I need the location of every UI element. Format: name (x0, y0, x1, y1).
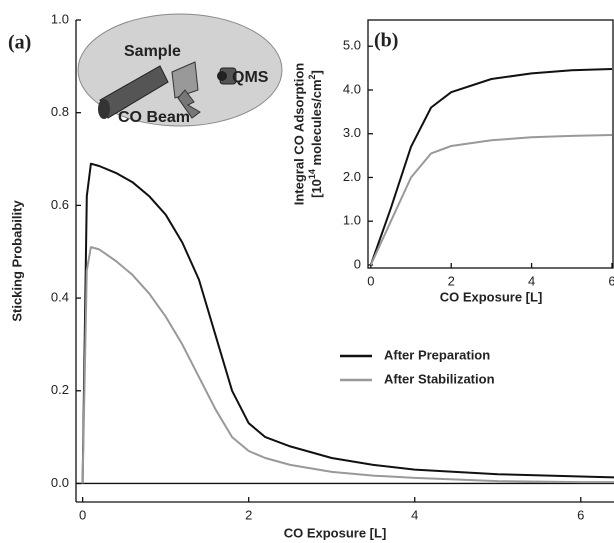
x-tick-label: 4 (411, 507, 418, 522)
annotation: Sample (124, 43, 181, 60)
x-tick-label: 4 (528, 273, 535, 288)
x-axis-title: CO Exposure [L] (284, 525, 387, 540)
annotation: CO Beam (118, 109, 190, 126)
y-tick-label: 1.0 (343, 213, 361, 228)
x-tick-label: 0 (79, 507, 86, 522)
y-axis-title: Integral CO Adsorption (291, 63, 306, 206)
panel-label: (a) (8, 32, 31, 54)
annotation: QMS (232, 69, 269, 86)
x-tick-label: 6 (577, 507, 584, 522)
y-axis-title: Sticking Probability (9, 200, 24, 322)
panel: 0.0 0.2 0.4 0.6 0.8 1.0 0 2 4 6 CO Exposure [L] Sti… (8, 11, 614, 540)
y-tick-label: 4.0 (343, 81, 361, 96)
y-axis-units-part: ] (309, 70, 324, 74)
y-tick-label: 0.4 (51, 290, 69, 305)
y-tick-label: 2.0 (343, 169, 361, 184)
data-line (81, 246, 614, 484)
schematic (77, 13, 283, 127)
y-tick-label: 0.8 (51, 104, 69, 119)
y-tick-label: 0.6 (51, 197, 69, 212)
y-axis-units-part: 14 (307, 169, 317, 179)
data-line (81, 162, 614, 484)
y-tick-label: 0.0 (51, 475, 69, 490)
panel: 0 1.0 2.0 3.0 4.0 5.0 0 2 4 6 CO Exposure [L] Integ… (291, 19, 614, 304)
y-tick-label: 3.0 (343, 125, 361, 140)
x-tick-label: 2 (245, 507, 252, 522)
x-tick-label: 2 (448, 273, 455, 288)
y-tick-label: 1.0 (51, 11, 69, 26)
y-tick-label: 0 (354, 256, 361, 271)
y-axis-units-part: [10 (309, 179, 324, 198)
y-tick-label: 5.0 (343, 38, 361, 53)
panel-label: (b) (374, 30, 398, 52)
data-line (369, 134, 613, 266)
data-line (369, 68, 613, 266)
y-axis-units-part: molecules/cm (309, 79, 324, 169)
x-tick-label: 0 (367, 273, 374, 288)
inset-frame (367, 19, 614, 269)
x-tick-label: 6 (608, 273, 614, 288)
legend-label: After Preparation (384, 347, 490, 362)
legend-label: After Stabilization (384, 371, 495, 386)
x-axis-title: CO Exposure [L] (440, 289, 543, 304)
y-tick-label: 0.2 (51, 382, 69, 397)
y-axis-units-part: 2 (307, 74, 317, 79)
y-axis-units: [1014 molecules/cm2] (307, 70, 324, 198)
